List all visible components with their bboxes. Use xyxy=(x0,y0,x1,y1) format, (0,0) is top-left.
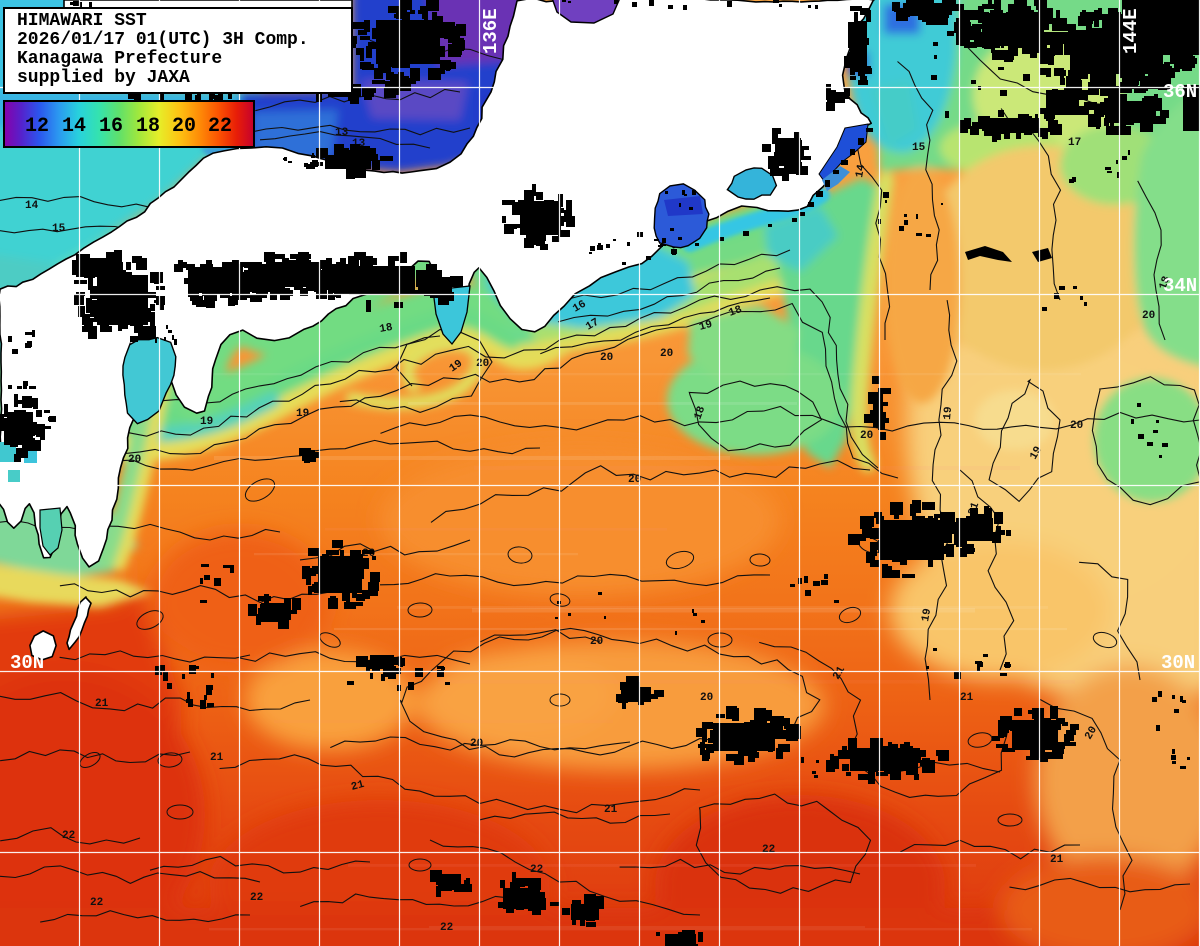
svg-text:20: 20 xyxy=(628,474,641,486)
svg-text:30N: 30N xyxy=(1161,652,1195,674)
svg-text:21: 21 xyxy=(831,664,848,682)
svg-text:20: 20 xyxy=(128,454,141,466)
svg-text:18: 18 xyxy=(692,404,708,421)
svg-text:20: 20 xyxy=(600,352,613,364)
svg-text:14: 14 xyxy=(25,200,39,212)
svg-text:21: 21 xyxy=(960,692,974,704)
svg-text:22: 22 xyxy=(440,922,453,934)
svg-text:22: 22 xyxy=(208,115,232,138)
svg-text:21: 21 xyxy=(210,752,224,764)
svg-text:20: 20 xyxy=(860,430,873,442)
svg-text:30N: 30N xyxy=(10,652,44,674)
svg-text:15: 15 xyxy=(52,223,66,235)
svg-text:19: 19 xyxy=(296,408,309,420)
svg-text:136E: 136E xyxy=(480,8,502,54)
svg-text:17: 17 xyxy=(584,316,601,333)
svg-text:15: 15 xyxy=(912,142,926,154)
svg-text:22: 22 xyxy=(62,830,75,842)
svg-text:20: 20 xyxy=(172,115,196,138)
svg-text:18: 18 xyxy=(727,304,744,320)
svg-text:22: 22 xyxy=(530,864,543,876)
svg-text:19: 19 xyxy=(698,319,714,334)
svg-text:12: 12 xyxy=(25,115,49,138)
svg-text:13: 13 xyxy=(335,127,349,139)
svg-text:19: 19 xyxy=(942,406,955,420)
svg-text:21: 21 xyxy=(350,779,366,794)
svg-text:19: 19 xyxy=(1028,445,1045,462)
svg-text:20: 20 xyxy=(1083,725,1100,742)
svg-text:18: 18 xyxy=(379,322,394,336)
svg-text:16: 16 xyxy=(571,298,588,315)
svg-text:19: 19 xyxy=(200,416,213,428)
svg-text:Kanagawa Prefecture: Kanagawa Prefecture xyxy=(17,49,222,69)
svg-text:21: 21 xyxy=(95,698,109,710)
svg-text:22: 22 xyxy=(762,844,775,856)
svg-text:20: 20 xyxy=(1070,420,1083,432)
svg-text:14: 14 xyxy=(854,163,868,178)
svg-text:20: 20 xyxy=(590,636,603,648)
svg-text:19: 19 xyxy=(920,608,934,623)
svg-text:2026/01/17 01(UTC) 3H Comp.: 2026/01/17 01(UTC) 3H Comp. xyxy=(17,30,309,50)
svg-text:22: 22 xyxy=(250,892,263,904)
svg-text:18: 18 xyxy=(1157,274,1173,291)
svg-text:17: 17 xyxy=(1068,137,1081,149)
svg-text:21: 21 xyxy=(1050,854,1064,866)
svg-text:18: 18 xyxy=(136,115,160,138)
svg-text:36N: 36N xyxy=(1163,81,1197,103)
svg-text:20: 20 xyxy=(700,692,713,704)
svg-text:20: 20 xyxy=(1142,310,1155,322)
svg-text:22: 22 xyxy=(90,897,103,909)
svg-text:14: 14 xyxy=(62,115,86,138)
svg-text:20: 20 xyxy=(660,348,673,360)
svg-text:16: 16 xyxy=(99,115,123,138)
svg-text:21: 21 xyxy=(604,804,618,816)
svg-text:HIMAWARI SST: HIMAWARI SST xyxy=(17,11,147,31)
svg-text:144E: 144E xyxy=(1120,8,1142,54)
svg-text:supplied by JAXA: supplied by JAXA xyxy=(17,68,190,88)
svg-text:34N: 34N xyxy=(1163,275,1197,297)
